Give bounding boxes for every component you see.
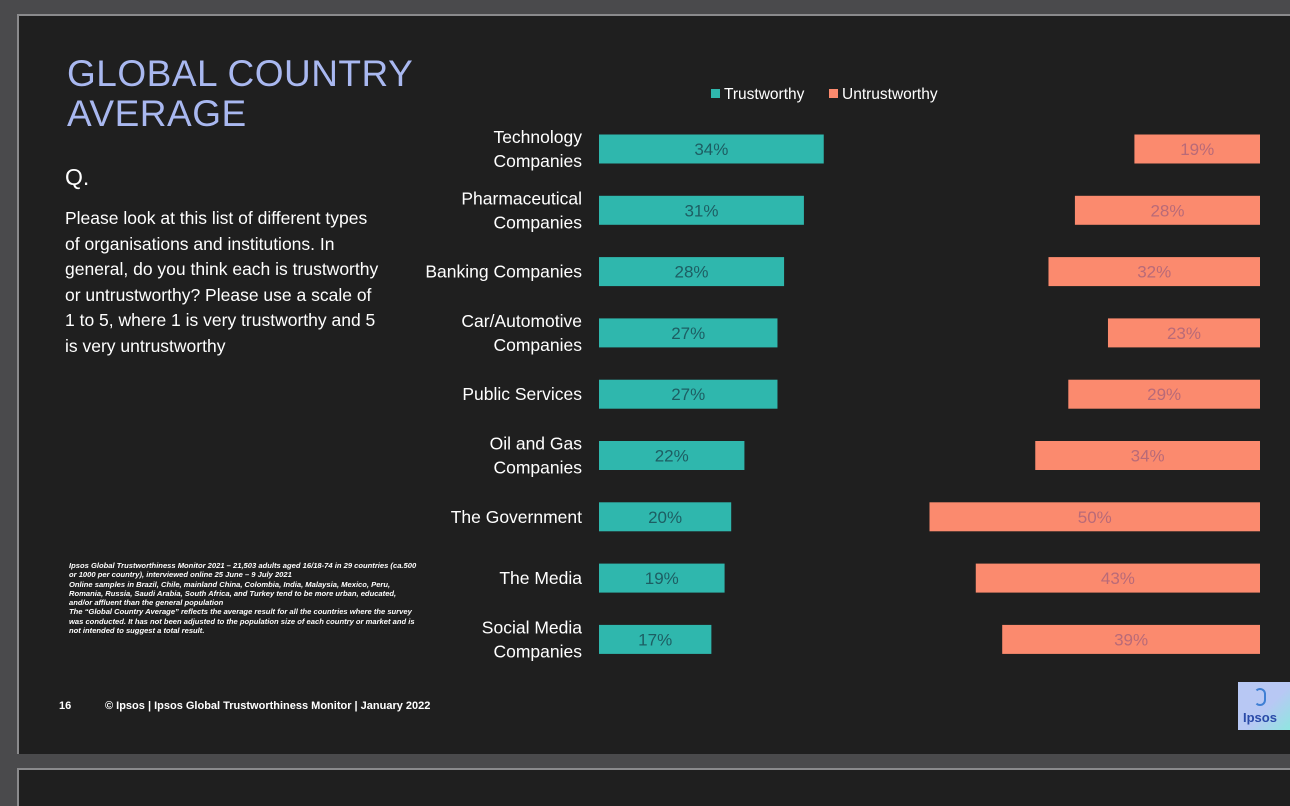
question-text: Please look at this list of different ty… — [65, 208, 379, 356]
legend-swatch — [829, 89, 838, 98]
trustworthy-bar — [599, 318, 778, 348]
untrustworthy-bar — [929, 502, 1260, 532]
untrustworthy-value-label: 34% — [1131, 447, 1165, 466]
legend-label: Untrustworthy — [842, 86, 938, 103]
ipsos-logo-text: Ipsos — [1243, 710, 1277, 725]
trustworthy-bar — [599, 624, 712, 654]
untrustworthy-bar — [1107, 318, 1260, 348]
trustworthy-bar — [599, 379, 778, 409]
trustworthy-value-label: 19% — [645, 569, 679, 588]
ipsos-logo-icon — [1254, 688, 1266, 706]
trustworthy-bar — [599, 563, 725, 593]
category-label: Banking Companies — [425, 262, 582, 282]
question-label: Q. — [65, 164, 90, 190]
untrustworthy-value-label: 29% — [1147, 385, 1181, 404]
page-number: 16 — [59, 700, 72, 712]
trustworthy-value-label: 27% — [671, 324, 705, 343]
legend-label: Trustworthy — [724, 86, 805, 103]
trustworthy-bar — [599, 502, 732, 532]
untrustworthy-bar — [1074, 195, 1260, 225]
category-label: Public Services — [462, 384, 582, 404]
trustworthy-value-label: 28% — [675, 263, 709, 282]
untrustworthy-value-label: 43% — [1101, 569, 1135, 588]
category-label: Car/Automotive Companies — [461, 311, 582, 355]
slide-title: GLOBAL COUNTRY AVERAGE — [67, 53, 413, 134]
trustworthy-value-label: 22% — [655, 447, 689, 466]
untrustworthy-bar — [1134, 134, 1260, 164]
untrustworthy-bar — [1068, 379, 1260, 409]
trustworthy-value-label: 20% — [648, 508, 682, 527]
category-label: Pharmaceutical Companies — [461, 188, 582, 232]
untrustworthy-bar — [975, 563, 1260, 593]
untrustworthy-bar — [1048, 257, 1260, 287]
next-slide-preview[interactable] — [17, 768, 1290, 806]
trustworthy-bar — [599, 134, 824, 164]
methodology-note: Online samples in Brazil, Chile, mainlan… — [69, 579, 397, 608]
category-label: Social Media Companies — [482, 617, 582, 661]
untrustworthy-bar — [1035, 441, 1260, 470]
untrustworthy-value-label: 19% — [1180, 140, 1214, 159]
footer-copyright: © Ipsos | Ipsos Global Trustworthiness M… — [105, 700, 431, 712]
untrustworthy-value-label: 23% — [1167, 324, 1201, 343]
untrustworthy-value-label: 32% — [1137, 263, 1171, 282]
methodology-note: Ipsos Global Trustworthiness Monitor 202… — [69, 561, 417, 580]
legend-swatch — [711, 89, 720, 98]
category-label: Technology Companies — [493, 127, 582, 171]
ipsos-logo: Ipsos — [1238, 682, 1290, 730]
trustworthy-value-label: 34% — [694, 140, 728, 159]
untrustworthy-bar — [1002, 624, 1260, 654]
trustworthy-bar — [599, 441, 745, 470]
methodology-note: The “Global Country Average” reflects th… — [69, 607, 415, 636]
untrustworthy-value-label: 50% — [1078, 508, 1112, 527]
untrustworthy-value-label: 39% — [1114, 630, 1148, 649]
trustworthy-value-label: 27% — [671, 385, 705, 404]
category-label: The Media — [499, 568, 582, 588]
methodology-notes: Ipsos Global Trustworthiness Monitor 202… — [69, 561, 419, 635]
trustworthy-bar — [599, 257, 785, 287]
untrustworthy-value-label: 28% — [1150, 201, 1184, 220]
category-label: Oil and Gas Companies — [490, 434, 583, 478]
trustworthy-value-label: 17% — [638, 630, 672, 649]
trustworthy-value-label: 31% — [684, 201, 718, 220]
trustworthy-bar — [599, 195, 804, 225]
category-label: The Government — [451, 507, 582, 527]
